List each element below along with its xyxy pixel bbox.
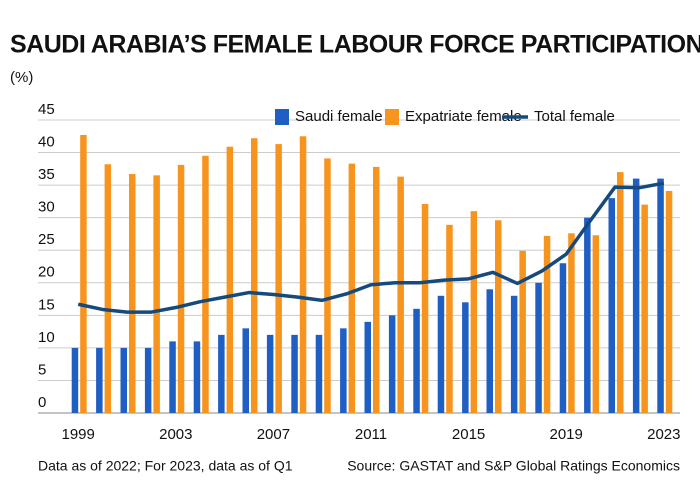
source: Source: GASTAT and S&P Global Ratings Ec… [347,458,680,474]
bar [388,315,396,413]
y-tick-label: 45 [38,101,55,118]
x-tick-label: 2019 [550,426,583,443]
bar [543,235,551,413]
bar [202,155,209,414]
bar [373,166,380,413]
bar [348,163,356,413]
x-tick-label: 2007 [257,426,290,443]
bar [510,295,518,413]
bar [299,136,307,413]
bar [519,250,526,413]
x-tick-label: 2003 [159,426,192,443]
bar [153,175,160,413]
legend-swatch [275,109,289,125]
bar [397,176,404,413]
y-tick-label: 25 [38,231,55,248]
y-tick-label: 35 [38,166,55,183]
bar [218,334,225,413]
legend-label: Saudi female [295,108,383,125]
bar [462,302,469,413]
bar [657,178,664,413]
bar [632,178,640,413]
bar [486,289,493,413]
bar [251,138,258,413]
x-tick-label: 2011 [355,426,387,443]
bar [144,347,152,413]
x-tick-label: 2015 [452,426,485,443]
bar [120,347,127,413]
bar [641,204,648,413]
bar [242,328,249,413]
bar [364,321,371,413]
x-tick-label: 1999 [62,426,95,443]
bar [665,190,673,413]
bar [96,347,103,413]
bar [437,295,445,413]
legend-swatch [385,109,399,125]
bar [617,172,624,413]
bar [324,158,331,413]
bar [446,224,453,413]
bar [71,347,79,413]
bar [559,263,567,413]
bar [592,235,600,413]
note: Data as of 2022; For 2023, data as of Q1 [38,458,293,474]
y-tick-label: 5 [38,361,46,378]
line [77,181,665,314]
bar [193,341,201,413]
y-tick-label: 15 [38,296,55,313]
bar [340,328,347,413]
y-tick-label: 40 [38,134,55,151]
chart-subtitle: (%) [10,69,33,86]
bar [568,233,575,413]
bar [470,211,478,413]
bar [315,334,323,413]
bar [291,334,298,413]
bar [275,144,282,413]
bar [177,164,185,413]
legend-label: Total female [534,108,615,125]
bar [104,164,112,413]
y-tick-label: 30 [38,199,55,216]
bar [535,282,542,413]
y-tick-label: 10 [38,329,55,346]
bar [495,220,502,413]
legend-label: Expatriate female [405,108,522,125]
bar [226,146,234,413]
bar [584,217,591,413]
bar [413,308,420,413]
x-tick-label: 2023 [647,426,680,443]
bar [169,341,176,413]
chart-title: SAUDI ARABIA’S FEMALE LABOUR FORCE PARTI… [10,31,700,59]
y-tick-label: 20 [38,264,55,281]
bar [129,174,136,413]
y-tick-label: 0 [38,394,46,411]
bar [266,334,274,413]
bar [80,134,87,413]
bar [608,198,615,413]
bar [421,203,429,413]
